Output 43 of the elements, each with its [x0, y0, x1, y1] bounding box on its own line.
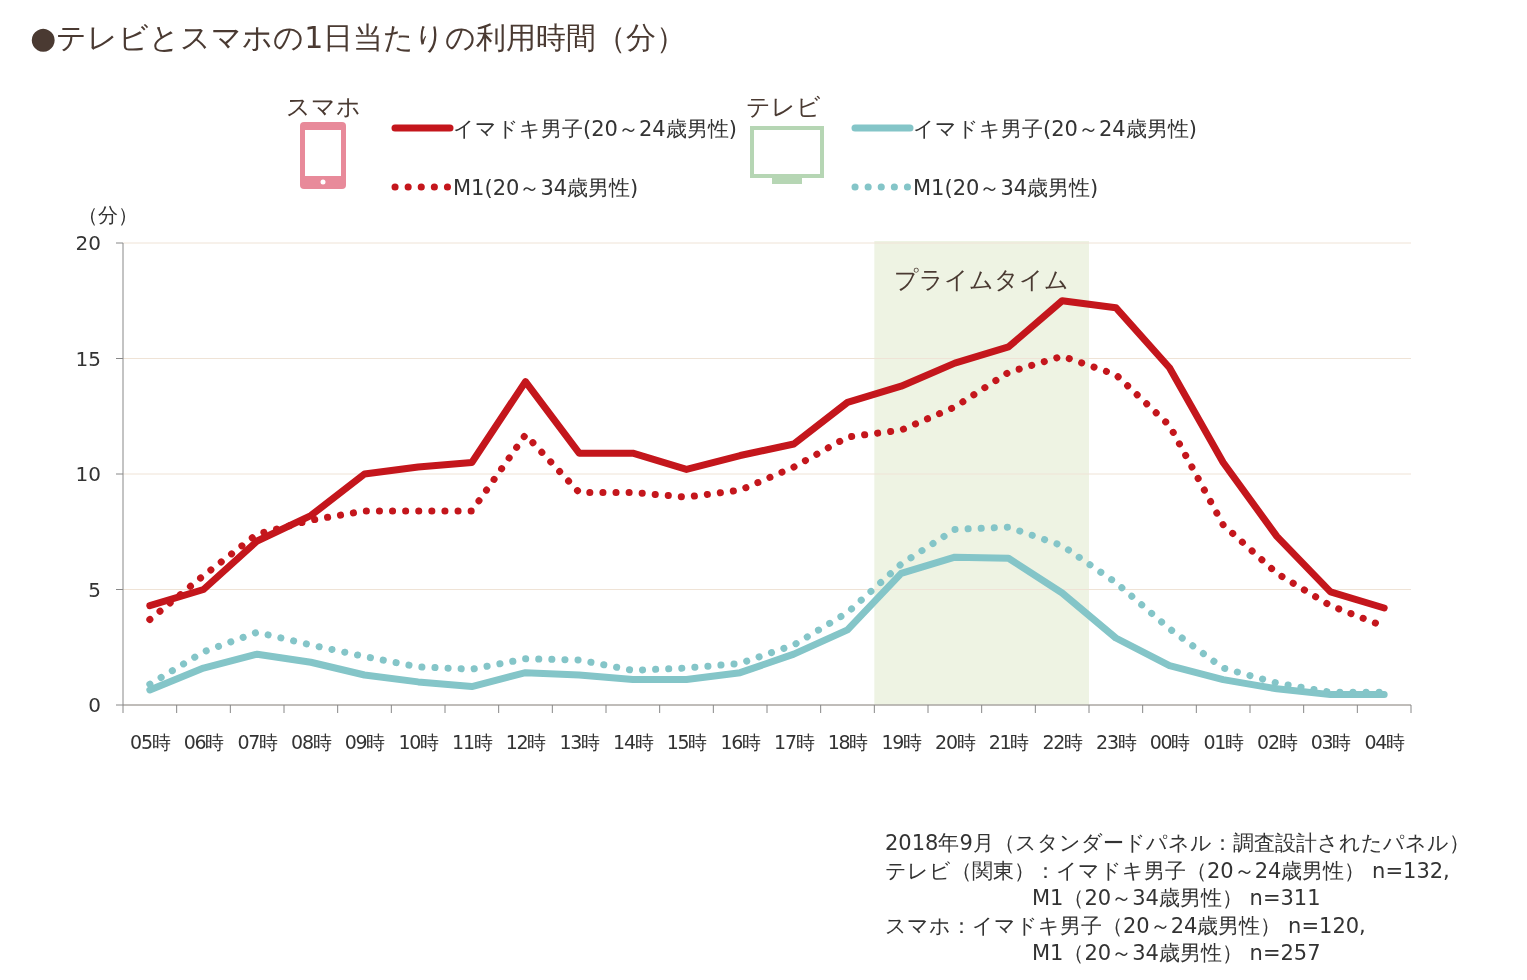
x-tick-label: 19時 — [881, 731, 923, 753]
x-tick-label: 17時 — [774, 731, 815, 753]
x-tick-label: 06時 — [183, 731, 225, 753]
x-tick-label: 10時 — [398, 731, 440, 753]
legend-label: M1(20～34歳男性) — [913, 176, 1099, 200]
text: スマホ：イマドキ男子（20～24歳男性） n=120, — [885, 913, 1366, 938]
x-tick-label: 16時 — [720, 731, 762, 753]
text: テレビ（関東）：イマドキ男子（20～24歳男性） n=132, — [885, 858, 1450, 883]
x-tick-label: 23時 — [1096, 731, 1137, 753]
x-tick-label: 05時 — [130, 731, 171, 753]
legend-label: M1(20～34歳男性) — [453, 176, 639, 200]
x-tick-label: 11時 — [452, 731, 493, 753]
x-tick-label: 21時 — [988, 731, 1030, 753]
band-label: プライムタイム — [894, 266, 1070, 294]
text: テレビ — [745, 93, 821, 121]
x-tick-label: 08時 — [291, 731, 332, 753]
legend-label: イマドキ男子(20～24歳男性) — [453, 117, 737, 141]
y-tick-label: 10 — [75, 462, 101, 486]
x-tick-label: 07時 — [237, 731, 279, 753]
legend-label: イマドキ男子(20～24歳男性) — [913, 117, 1197, 141]
x-tick-label: 09時 — [344, 731, 386, 753]
y-tick-label: 5 — [88, 577, 101, 602]
text: 2018年9月（スタンダードパネル：調査設計されたパネル） — [885, 831, 1470, 855]
x-tick-label: 12時 — [505, 731, 547, 753]
y-axis-title: （分） — [78, 203, 138, 227]
x-tick-label: 03時 — [1310, 731, 1352, 753]
x-tick-label: 02時 — [1257, 731, 1298, 753]
x-tick-label: 00時 — [1149, 731, 1191, 753]
x-tick-label: 14時 — [613, 731, 654, 753]
x-tick-label: 22時 — [1042, 731, 1084, 753]
x-tick-label: 01時 — [1203, 731, 1245, 753]
x-tick-label: 04時 — [1364, 731, 1406, 753]
text: M1（20～34歳男性） n=257 — [885, 941, 1321, 965]
x-tick-label: 18時 — [827, 731, 869, 753]
text: M1（20～34歳男性） n=311 — [885, 886, 1321, 910]
chart-title: ●テレビとスマホの1日当たりの利用時間（分） — [30, 20, 687, 55]
y-tick-label: 15 — [75, 346, 101, 371]
x-tick-label: 15時 — [666, 731, 708, 753]
y-tick-label: 20 — [75, 231, 101, 255]
y-tick-label: 0 — [88, 693, 101, 717]
x-tick-label: 13時 — [559, 731, 601, 753]
text: スマホ — [285, 93, 361, 121]
x-tick-label: 20時 — [935, 731, 976, 753]
